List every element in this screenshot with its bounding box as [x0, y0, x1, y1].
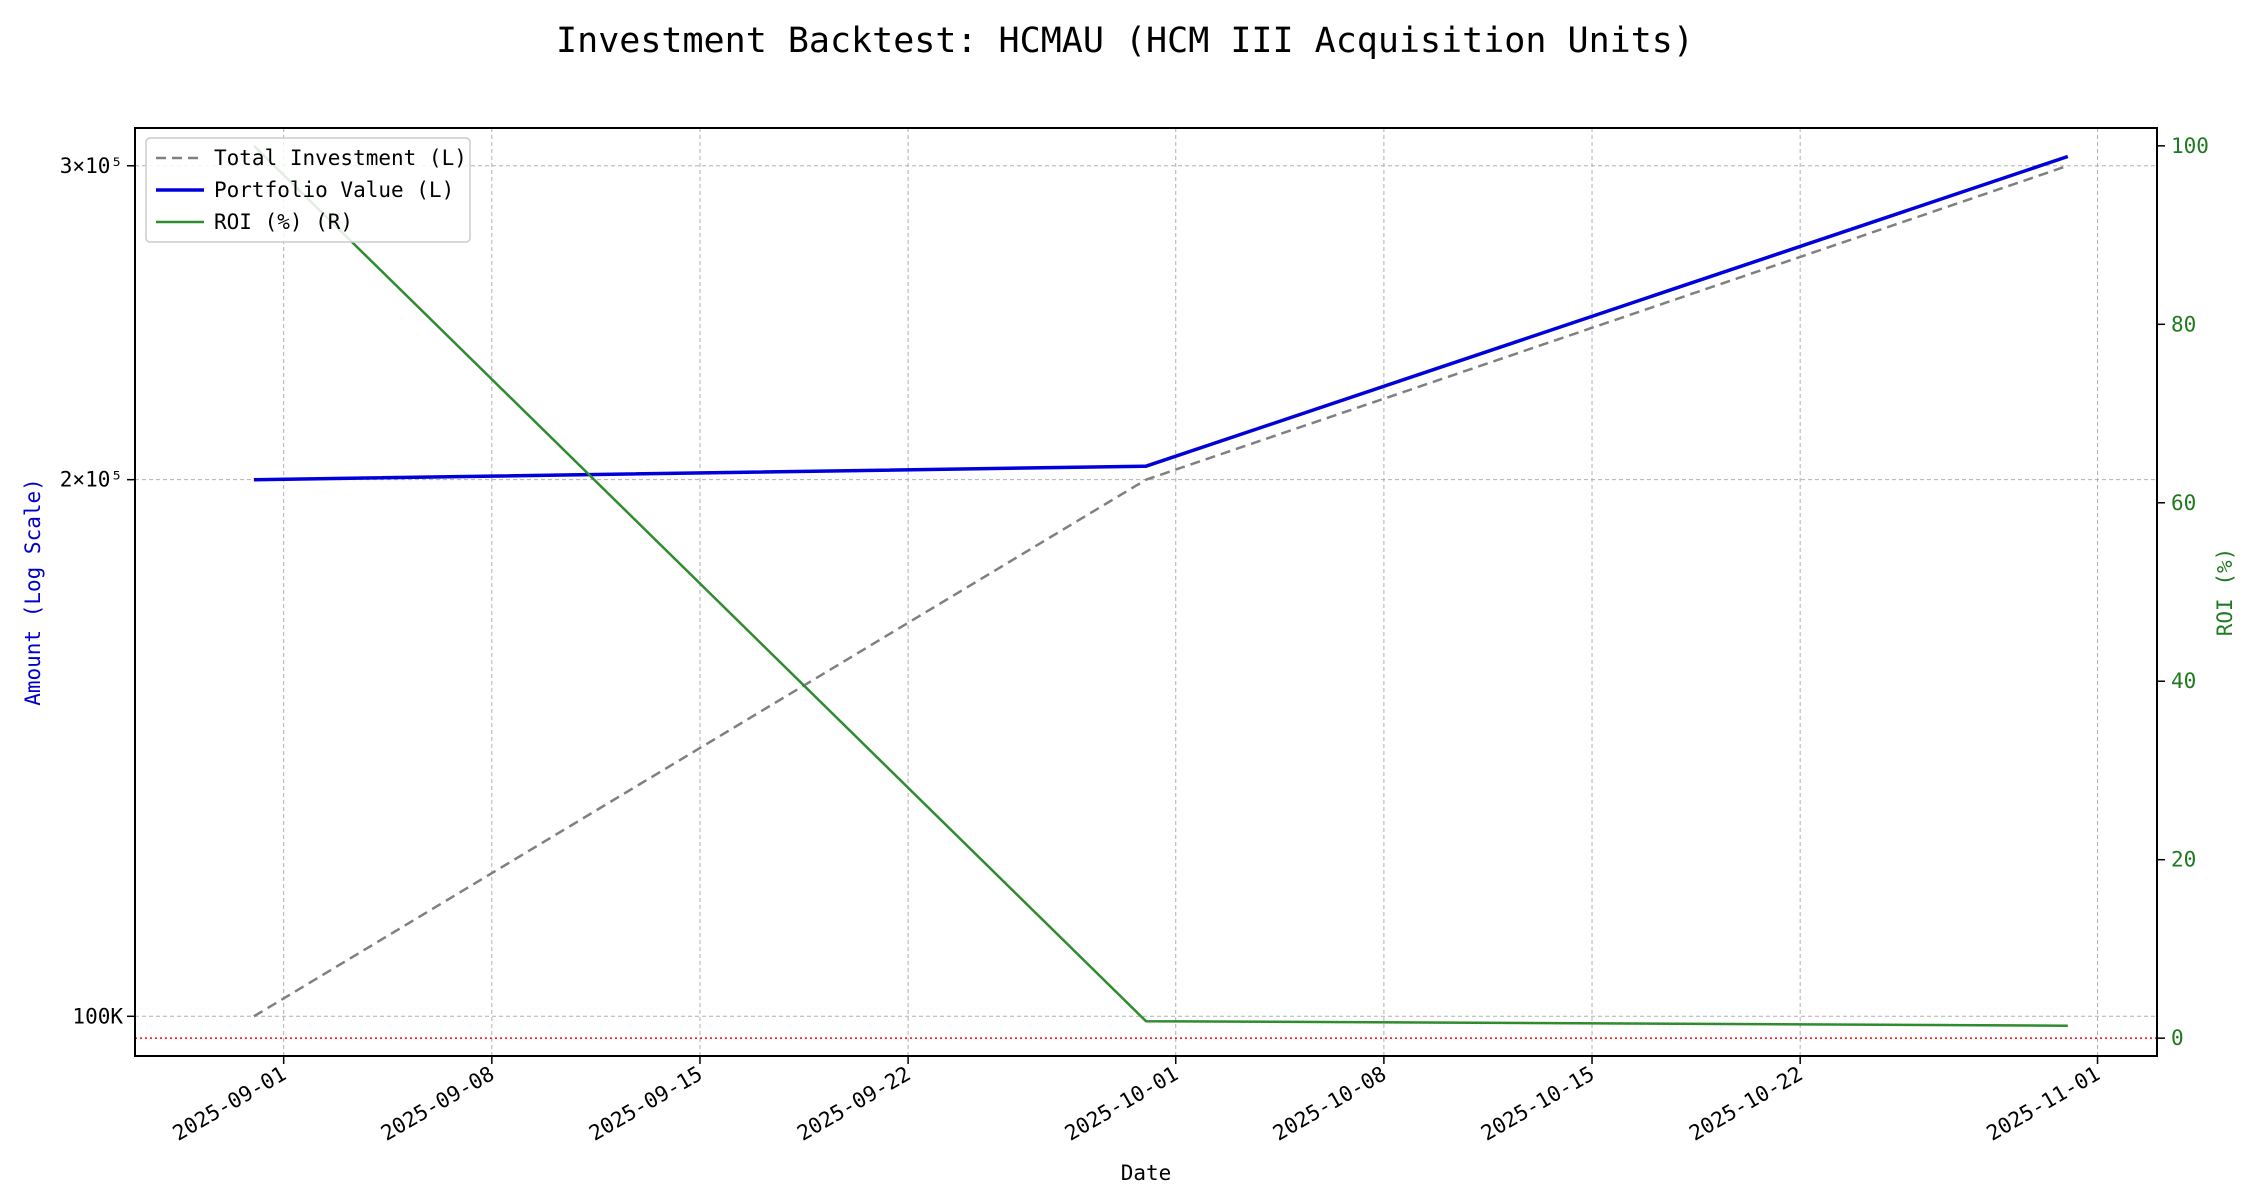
- chart-title: Investment Backtest: HCMAU (HCM III Acqu…: [556, 21, 1694, 61]
- legend-box: [145, 137, 471, 243]
- right-tick-label: 40: [2171, 669, 2196, 693]
- right-tick-label: 80: [2171, 312, 2196, 336]
- x-tick-label: 2025-09-08: [377, 1062, 498, 1146]
- series-line-1: [253, 154, 2069, 482]
- left-axis-ticks: 100K 2×10⁵ 3×10⁵: [60, 154, 135, 1028]
- series-line-2: [253, 144, 2068, 1027]
- x-tick-label: 2025-10-22: [1685, 1062, 1806, 1146]
- left-tick-label: 3×10⁵: [60, 154, 123, 178]
- right-y-axis-label: ROI (%): [2213, 548, 2237, 637]
- right-tick-label: 60: [2171, 491, 2196, 515]
- x-tick-label: 2025-09-22: [793, 1062, 914, 1146]
- x-tick-label: 2025-10-08: [1269, 1062, 1390, 1146]
- right-axis-ticks: 0 20 40 60 80 100: [2157, 134, 2209, 1050]
- x-tick-label: 2025-10-01: [1061, 1062, 1182, 1146]
- x-axis-ticks: 2025-09-01 2025-09-08 2025-09-15 2025-09-22…: [169, 1056, 2104, 1146]
- right-tick-label: 0: [2171, 1026, 2184, 1050]
- x-tick-label: 2025-11-01: [1983, 1062, 2104, 1146]
- x-tick-label: 2025-09-15: [585, 1062, 706, 1146]
- legend: Total Investment (L) Portfolio Value (L) R…: [145, 137, 471, 243]
- right-tick-label: 100: [2171, 134, 2209, 158]
- plot-frame: [134, 127, 2158, 1057]
- left-y-axis-label: Amount (Log Scale): [21, 478, 45, 706]
- legend-label: Total Investment (L): [214, 146, 467, 170]
- series-line-0: [253, 164, 2069, 1018]
- grid: [135, 128, 2157, 1056]
- right-tick-label: 20: [2171, 848, 2196, 872]
- legend-label: ROI (%) (R): [214, 210, 353, 234]
- x-tick-label: 2025-09-01: [169, 1062, 290, 1146]
- left-tick-label: 2×10⁵: [60, 468, 123, 492]
- x-axis-label: Date: [1121, 1161, 1172, 1185]
- left-tick-label: 100K: [72, 1004, 123, 1028]
- x-tick-label: 2025-10-15: [1477, 1062, 1598, 1146]
- series-layer: [253, 144, 2069, 1027]
- legend-label: Portfolio Value (L): [214, 178, 454, 202]
